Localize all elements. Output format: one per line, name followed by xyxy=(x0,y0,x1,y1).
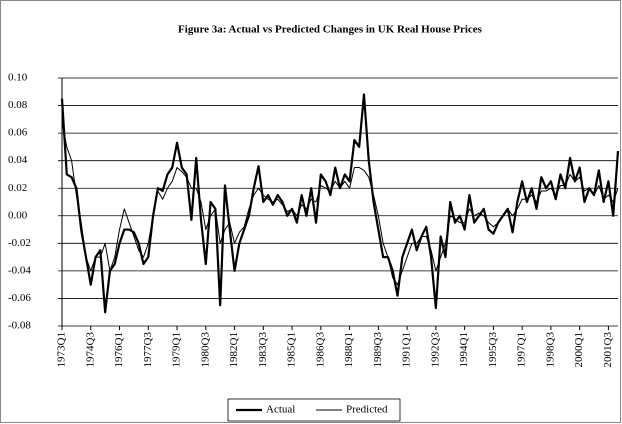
x-tick-label: 1986Q3 xyxy=(314,332,326,368)
y-tick-label: 0.06 xyxy=(8,127,28,139)
legend-box xyxy=(227,398,401,422)
x-tick-label: 1977Q3 xyxy=(142,332,154,368)
data-line xyxy=(61,121,619,286)
y-tick-label: -0.02 xyxy=(8,237,31,249)
y-tick-label: -0.04 xyxy=(8,264,31,276)
x-tick-label: 1979Q1 xyxy=(171,332,183,367)
x-tick-label: 1982Q1 xyxy=(228,332,240,367)
x-tick-label: 1985Q1 xyxy=(286,332,298,367)
x-tick-label: 1989Q3 xyxy=(372,332,384,368)
x-tick-label: 1976Q1 xyxy=(113,332,125,367)
x-tick-label: 1994Q1 xyxy=(458,332,470,367)
data-line xyxy=(60,93,620,314)
chart-title: Figure 3a: Actual vs Predicted Changes i… xyxy=(178,24,483,36)
x-tick-label: 1992Q3 xyxy=(429,332,441,368)
x-tick-label: 2000Q1 xyxy=(573,332,585,367)
x-tick-label: 1980Q3 xyxy=(199,332,211,368)
x-tick-label: 1998Q3 xyxy=(544,332,556,368)
x-tick-label: 1995Q3 xyxy=(487,332,499,368)
y-tick-label: 0.08 xyxy=(8,99,28,111)
x-tick-label: 1988Q1 xyxy=(343,332,355,367)
x-tick-label: 1974Q3 xyxy=(84,332,96,368)
x-tick-label: 2001Q3 xyxy=(602,332,614,368)
x-tick-label: 1983Q3 xyxy=(257,332,269,368)
x-tick-label: 1973Q1 xyxy=(56,332,68,367)
y-tick-label: -0.08 xyxy=(8,320,31,332)
x-tick-label: 1991Q1 xyxy=(401,332,413,367)
y-tick-label: -0.06 xyxy=(8,292,31,304)
y-tick-label: 0.10 xyxy=(8,72,28,84)
y-tick-label: 0.02 xyxy=(8,182,27,194)
legend-label: Actual xyxy=(266,404,295,416)
legend-label: Predicted xyxy=(346,404,388,416)
y-tick-label: 0.04 xyxy=(8,154,28,166)
x-tick-label: 1997Q1 xyxy=(516,332,528,367)
y-tick-label: 0.00 xyxy=(8,209,28,221)
